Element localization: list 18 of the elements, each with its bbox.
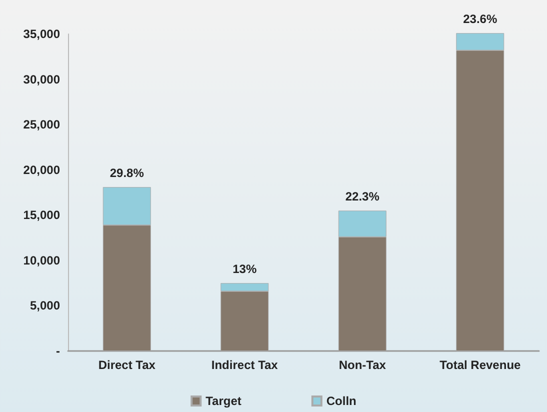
x-tick-label: Total Revenue	[440, 358, 522, 372]
y-tick-label: 15,000	[23, 208, 60, 222]
x-tick-label: Non-Tax	[338, 358, 386, 372]
annotation: 22.3%	[345, 190, 380, 204]
annotation: 29.8%	[110, 166, 144, 180]
legend-label: Target	[206, 394, 242, 408]
y-tick-label: 20,000	[23, 162, 60, 177]
x-tick-label: Direct Tax	[98, 358, 156, 372]
annotation: 23.6%	[463, 12, 498, 26]
y-tick-label: 25,000	[23, 118, 60, 132]
y-tick-label: 5,000	[30, 298, 60, 313]
annotation: 13%	[232, 262, 257, 276]
legend-label: Colln	[326, 394, 356, 408]
y-tick-label: 30,000	[23, 72, 60, 86]
y-tick-label: -	[56, 344, 60, 358]
y-tick-label: 10,000	[23, 253, 60, 268]
y-tick-label: 35,000	[23, 27, 60, 41]
x-tick-label: Indirect Tax	[211, 358, 278, 372]
